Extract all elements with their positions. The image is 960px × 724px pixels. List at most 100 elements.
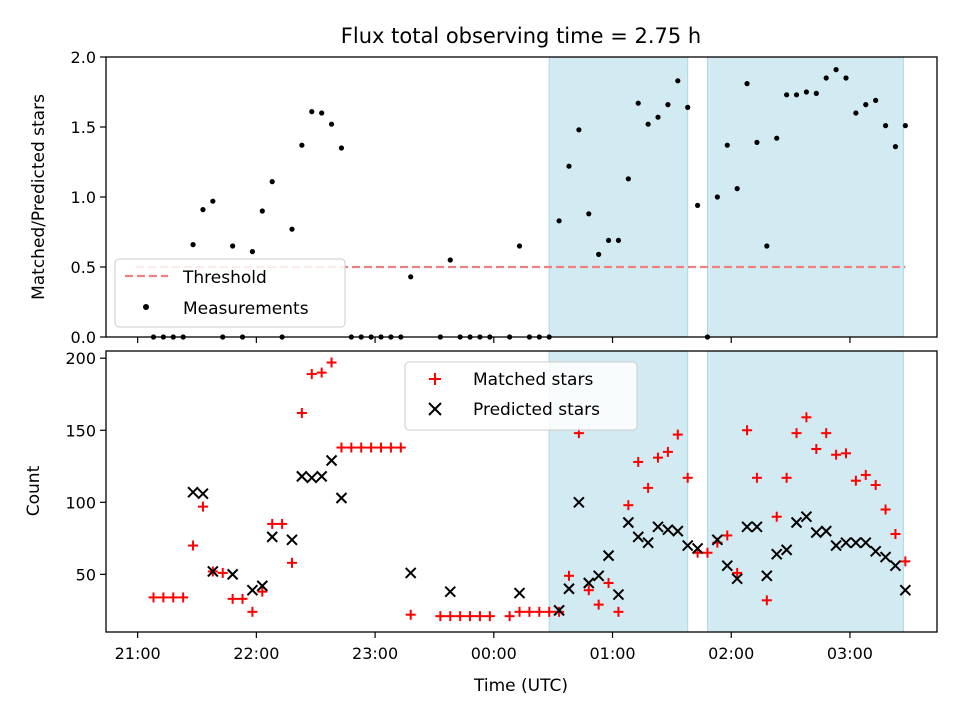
matched-star-point — [791, 428, 802, 439]
predicted-star-point — [800, 511, 813, 523]
x-tick-label: 22:00 — [233, 644, 279, 663]
predicted-star-point — [286, 534, 298, 546]
measurement-point — [833, 67, 839, 73]
predicted-stars-series — [187, 454, 912, 617]
predicted-star-point — [513, 587, 526, 599]
matched-legend-swatch — [429, 373, 441, 385]
measurement-point — [675, 78, 681, 84]
measurements-legend-swatch — [143, 304, 149, 310]
measurement-point — [685, 104, 691, 110]
matched-star-point — [435, 611, 446, 622]
matched-star-point — [306, 369, 317, 380]
predicted-star-point — [612, 588, 625, 601]
y-tick-label: 0.5 — [71, 258, 96, 277]
matched-star-point — [366, 442, 377, 453]
matched-star-point — [237, 593, 248, 604]
predicted-star-point — [652, 521, 664, 533]
y-tick-label: 50 — [76, 565, 96, 584]
matched-star-point — [890, 529, 901, 540]
measurement-point — [892, 144, 899, 150]
measurement-point — [665, 102, 671, 108]
predicted-star-point — [602, 549, 615, 562]
measurement-point — [764, 243, 770, 249]
matched-star-point — [356, 442, 367, 453]
matched-star-point — [593, 599, 604, 610]
measurement-point — [299, 142, 305, 148]
predicted-star-point — [820, 525, 832, 537]
matched-star-point — [178, 592, 189, 603]
predicted-star-point — [731, 572, 743, 585]
predicted-star-point — [306, 472, 318, 484]
bottom-y-axis-label: Count — [24, 465, 44, 516]
predicted-star-point — [790, 516, 803, 529]
measurement-point — [635, 100, 641, 106]
measurement-point — [566, 163, 572, 169]
matched-star-point — [682, 472, 693, 483]
y-tick-label: 1.5 — [71, 118, 96, 137]
predicted-star-point — [592, 570, 605, 582]
matched-star-point — [821, 428, 832, 439]
measurement-point — [754, 139, 760, 145]
measurement-point — [269, 179, 275, 185]
predicted-star-point — [810, 526, 823, 539]
measurement-point — [625, 176, 631, 182]
measurement-point — [853, 110, 859, 116]
measurement-point — [714, 194, 720, 200]
matched-star-point — [534, 606, 545, 617]
predicted-star-point — [741, 521, 753, 533]
x-tick-label: 02:00 — [708, 644, 754, 663]
matched-star-point — [376, 442, 387, 453]
bottom-legend: Matched stars Predicted stars — [404, 361, 638, 431]
measurement-point — [408, 274, 414, 280]
y-tick-label: 150 — [65, 421, 96, 440]
measurement-point — [190, 242, 196, 248]
matched-star-point — [326, 357, 337, 368]
predicted-legend-swatch — [428, 402, 442, 416]
top-shaded-intervals — [548, 56, 904, 338]
measurement-point — [259, 208, 265, 214]
matched-star-point — [227, 593, 238, 604]
measurement-point — [803, 89, 810, 95]
predicted-star-point — [335, 492, 348, 504]
measurement-point — [289, 226, 295, 232]
predicted-star-point — [197, 487, 209, 500]
matched-star-point — [524, 606, 535, 617]
x-tick-label: 23:00 — [352, 644, 398, 663]
matched-star-point — [781, 472, 792, 483]
measurement-point — [516, 243, 523, 249]
x-tick-label: 00:00 — [471, 644, 517, 663]
bottom-x-ticks: 21:00 22:00 23:00 00:00 01:00 02:00 03:00 — [115, 632, 873, 663]
matched-star-point — [346, 442, 357, 453]
matched-star-point — [395, 442, 406, 453]
measurement-point — [774, 135, 780, 141]
measurement-point — [694, 202, 701, 208]
matched-star-point — [831, 449, 842, 460]
bottom-panel-frame — [105, 350, 938, 633]
matched-star-point — [603, 578, 614, 589]
measurement-point — [863, 102, 869, 108]
measurement-point — [784, 92, 790, 98]
predicted-star-point — [780, 544, 793, 556]
measurement-point — [843, 75, 849, 81]
measurement-point — [645, 121, 651, 127]
matched-star-point — [811, 443, 822, 454]
measurement-point — [813, 90, 819, 96]
predicted-star-point — [583, 577, 595, 589]
measurement-point — [586, 211, 592, 217]
matched-star-point — [633, 456, 644, 467]
measurement-point — [319, 110, 325, 116]
matched-star-point — [514, 606, 525, 617]
measurement-point — [556, 218, 562, 224]
predicted-star-point — [296, 470, 308, 483]
predicted-star-point — [662, 523, 674, 536]
predicted-star-point — [246, 584, 259, 596]
measurements-legend-label: Measurements — [183, 299, 309, 319]
measurement-point — [249, 249, 256, 255]
matched-stars-series — [148, 357, 911, 622]
predicted-star-point — [573, 496, 585, 509]
matched-star-point — [188, 540, 199, 551]
x-axis-label: Time (UTC) — [473, 676, 568, 696]
predicted-star-point — [761, 570, 773, 582]
predicted-star-point — [771, 548, 783, 560]
